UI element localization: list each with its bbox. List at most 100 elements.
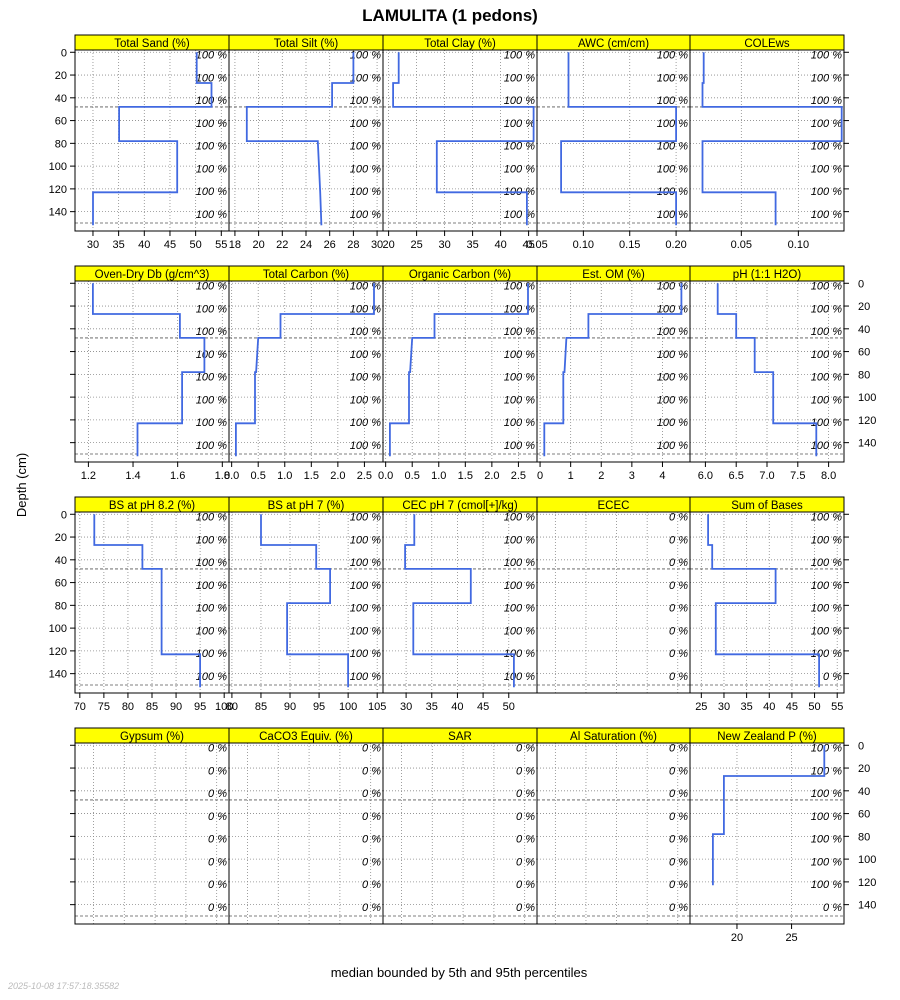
percent-label: 100 % [811, 440, 842, 452]
percent-label: 100 % [196, 349, 227, 361]
percent-label: 0 % [823, 902, 842, 914]
percent-label: 100 % [196, 417, 227, 429]
percent-label: 100 % [657, 303, 688, 315]
panel-4-1: Gypsum (%) 0 % 0 % 0 % 0 % 0 % 0 % 0 % 0 % [74, 727, 230, 925]
x-tick-label: 20 [731, 932, 743, 944]
percent-label: 100 % [196, 50, 227, 62]
percent-label: 100 % [350, 625, 381, 637]
panel-4-2: CaCO3 Equiv. (%) 0 % 0 % 0 % 0 % 0 % 0 % 0 % 0 % [228, 727, 384, 925]
x-tick-label: 0.05 [526, 239, 547, 251]
y-tick-label: 60 [55, 578, 67, 590]
percent-label: 100 % [196, 186, 227, 198]
percent-label: 100 % [196, 512, 227, 524]
percent-label: 100 % [196, 625, 227, 637]
percent-label: 0 % [208, 834, 227, 846]
percent-label: 100 % [350, 372, 381, 384]
y-tick-label: 80 [55, 138, 67, 150]
x-tick-label: 45 [522, 239, 534, 251]
percent-label: 100 % [811, 879, 842, 891]
percent-label: 0 % [362, 811, 381, 823]
y-tick-label: 20 [55, 532, 67, 544]
percent-label: 100 % [811, 72, 842, 84]
x-tick-label: 45 [477, 701, 489, 713]
percent-label: 100 % [196, 209, 227, 221]
percent-label: 100 % [504, 50, 535, 62]
percent-label: 100 % [350, 118, 381, 130]
percent-label: 100 % [196, 303, 227, 315]
percent-label: 100 % [811, 625, 842, 637]
x-tick-label: 7.5 [790, 470, 805, 482]
percent-label: 0 % [208, 902, 227, 914]
percent-label: 100 % [350, 603, 381, 615]
percent-label: 0 % [669, 671, 688, 683]
x-tick-label: 55 [215, 239, 227, 251]
percent-label: 100 % [811, 186, 842, 198]
panel-4-4: Al Saturation (%) 0 % 0 % 0 % 0 % 0 % 0 % 0 % 0 … [536, 727, 691, 925]
percent-label: 100 % [504, 326, 535, 338]
percent-label: 100 % [196, 557, 227, 569]
x-tick-label: 1.4 [125, 470, 140, 482]
panel-border [536, 511, 691, 694]
percent-label: 100 % [504, 440, 535, 452]
percent-label: 100 % [350, 512, 381, 524]
x-tick-label: 40 [451, 701, 463, 713]
percent-label: 100 % [504, 648, 535, 660]
panel-grid: Total Sand (%)100 %100 %100 %100 %100 %1… [49, 34, 876, 944]
panel-border [228, 742, 384, 925]
percent-label: 0 % [669, 557, 688, 569]
median-profile-line [707, 514, 820, 688]
panel-border [536, 742, 691, 925]
percent-label: 0 % [669, 879, 688, 891]
median-profile-line [245, 52, 355, 226]
percent-label: 100 % [504, 417, 535, 429]
percent-label: 100 % [811, 811, 842, 823]
percent-label: 100 % [811, 349, 842, 361]
panel-border [74, 742, 230, 925]
median-profile-line [543, 283, 683, 457]
y-tick-label: 120 [49, 646, 67, 658]
percent-label: 100 % [657, 118, 688, 130]
panel-strip-label: Total Carbon (%) [263, 269, 349, 281]
y-tick-label: 20 [55, 70, 67, 82]
x-axis-title: median bounded by 5th and 95th percentil… [331, 965, 588, 980]
panel-strip-label: Est. OM (%) [582, 269, 645, 281]
percent-label: 100 % [504, 557, 535, 569]
percent-label: 100 % [196, 372, 227, 384]
percent-label: 0 % [669, 648, 688, 660]
percent-label: 0 % [669, 834, 688, 846]
panel-strip-label: COLEws [744, 38, 790, 50]
x-tick-label: 1.5 [304, 470, 319, 482]
x-tick-label: 0.5 [405, 470, 420, 482]
y-tick-label: 20 [858, 301, 870, 313]
percent-label: 100 % [350, 580, 381, 592]
panel-1-2: Total Silt (%) 100 % 100 % 100 % 100 % 100 % 1… [228, 34, 384, 251]
percent-label: 100 % [657, 440, 688, 452]
panel-border [689, 511, 845, 694]
panel-strip-label: AWC (cm/cm) [578, 38, 649, 50]
median-profile-line [392, 52, 535, 226]
y-tick-label: 60 [55, 116, 67, 128]
percent-label: 0 % [516, 902, 535, 914]
panel-3-1: BS at pH 8.2 (%)100 %100 %100 %100 %100 … [74, 496, 233, 713]
y-axis-title: Depth (cm) [14, 453, 29, 517]
x-tick-label: 20 [382, 239, 394, 251]
x-tick-label: 1 [568, 470, 574, 482]
y-tick-label: 100 [858, 392, 876, 404]
panel-strip-label: Oven-Dry Db (g/cm^3) [95, 269, 210, 281]
percent-label: 100 % [811, 856, 842, 868]
x-tick-label: 80 [122, 701, 134, 713]
y-tick-label: 0 [61, 509, 67, 521]
y-tick-label: 40 [55, 555, 67, 567]
percent-label: 100 % [657, 50, 688, 62]
percent-label: 100 % [350, 394, 381, 406]
panel-4-5: New Zealand P (%)100 %100 %100 %100 %100… [689, 727, 845, 944]
x-tick-label: 30 [400, 701, 412, 713]
median-profile-line [260, 514, 350, 688]
percent-label: 100 % [504, 163, 535, 175]
percent-label: 0 % [208, 743, 227, 755]
percent-label: 100 % [811, 394, 842, 406]
percent-label: 0 % [208, 879, 227, 891]
x-tick-label: 2.5 [511, 470, 526, 482]
percent-label: 100 % [811, 417, 842, 429]
panel-strip-label: Total Sand (%) [114, 38, 190, 50]
